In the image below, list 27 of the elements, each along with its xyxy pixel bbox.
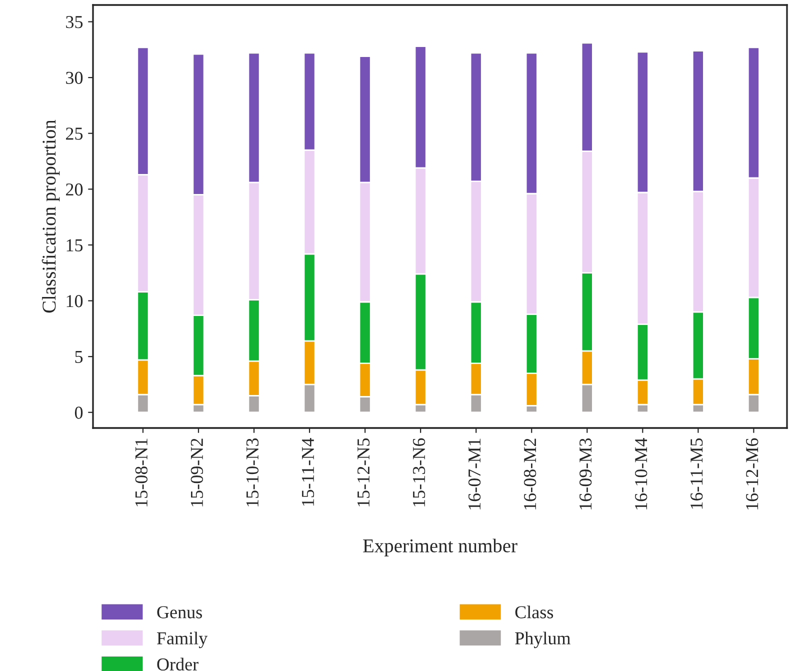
legend-label: Family	[156, 632, 208, 648]
x-tick-label: 15-08-N1	[135, 438, 148, 506]
y-tick-label: 20	[66, 183, 83, 196]
legend-label: Class	[515, 606, 554, 618]
y-tick-label: 30	[66, 72, 83, 84]
x-tick-label: 16-11-M5	[690, 438, 703, 509]
x-tick-label: 15-10-N3	[246, 438, 259, 506]
y-tick-label: 5	[75, 351, 83, 364]
x-tick-label: 16-07-M1	[468, 438, 481, 510]
x-tick-label: 15-09-N2	[190, 438, 204, 506]
y-tick-label: 25	[66, 128, 83, 140]
y-axis-title: Classification proportion	[42, 120, 60, 313]
y-tick-label: 10	[66, 295, 83, 308]
x-tick-label: 16-08-M2	[524, 438, 536, 510]
x-tick-label: 16-10-M4	[634, 438, 648, 510]
legend-label: Order	[157, 658, 198, 671]
x-tick-label: 15-13-N6	[412, 438, 426, 506]
y-tick-label: 35	[66, 16, 83, 28]
x-tick-label: 15-11-N4	[302, 438, 314, 506]
legend-label: Phylum	[515, 632, 570, 648]
y-tick-label: 0	[74, 406, 83, 419]
x-tick-label: 16-09-M3	[579, 438, 592, 510]
y-tick-label: 15	[66, 239, 83, 252]
x-tick-label: 16-12-M6	[746, 438, 758, 510]
x-tick-label: 15-12-N5	[357, 438, 370, 506]
legend-label: Genus	[157, 606, 202, 618]
x-axis-title: Experiment number	[363, 538, 518, 556]
